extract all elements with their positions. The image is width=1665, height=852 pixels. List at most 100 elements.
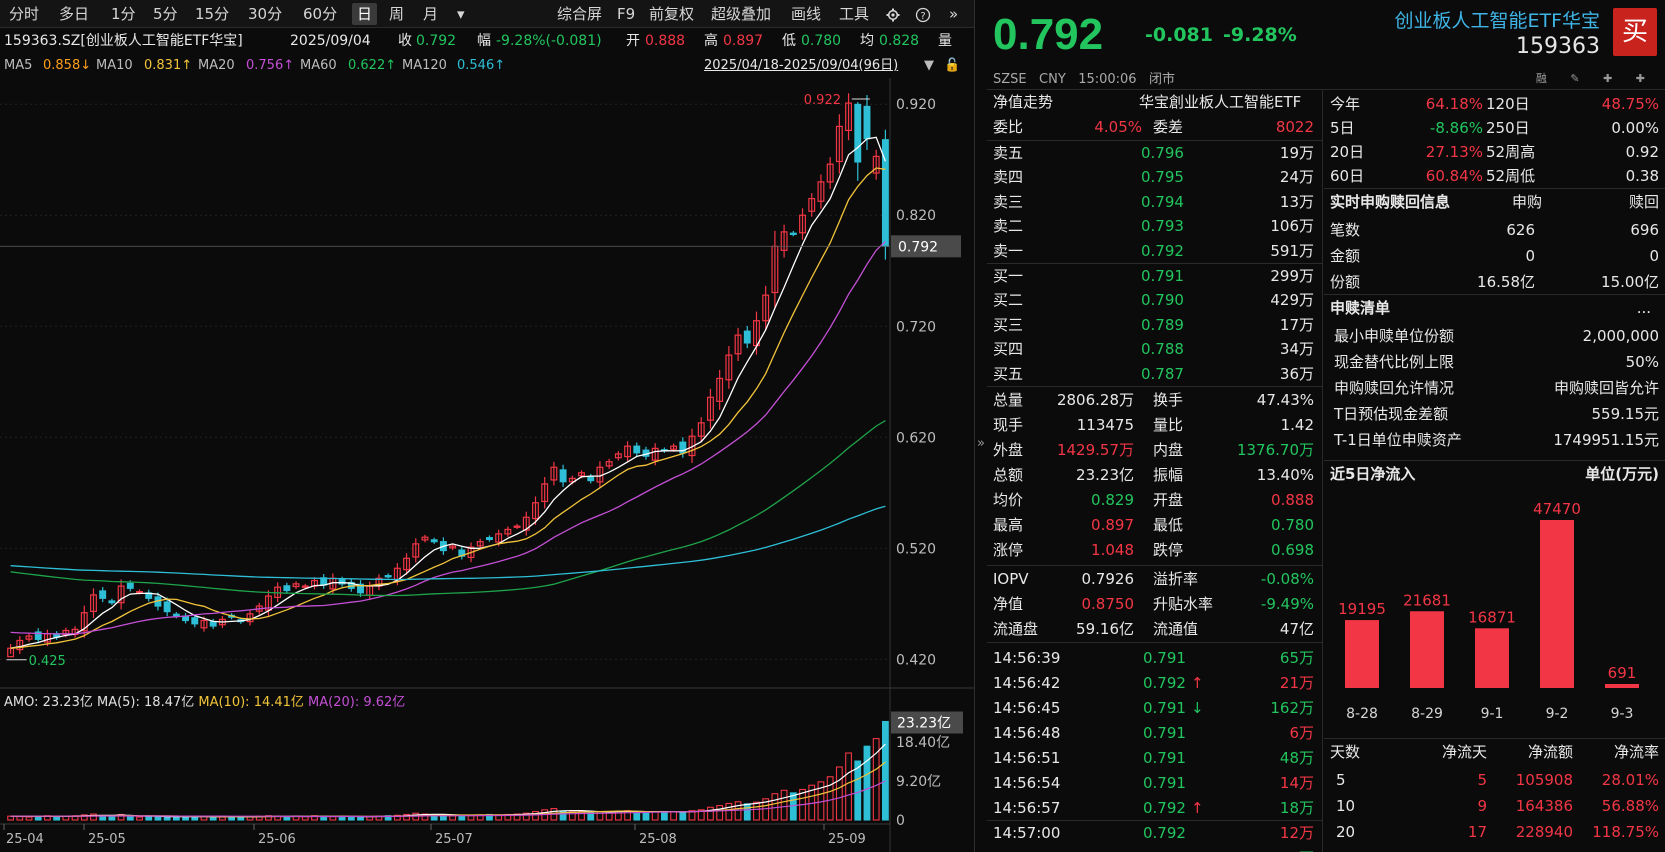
period-dropdown-icon[interactable]: ▾	[457, 5, 465, 23]
separator-line	[987, 140, 1323, 141]
close-label: 收	[398, 33, 412, 49]
candle-body	[495, 533, 503, 543]
range-dropdown-icon[interactable]: ▼	[924, 58, 934, 73]
low-label: 低	[782, 33, 796, 49]
tick-time: 14:56:39	[993, 649, 1061, 667]
volume-tick-label: 18.40亿	[896, 735, 950, 751]
date-tick-label: 25-09	[828, 832, 866, 847]
tick-time: 14:56:48	[993, 724, 1061, 742]
more-icon[interactable]: »	[949, 5, 959, 23]
stat-label: 外盘	[993, 441, 1024, 459]
tick-row: 14:56:57 0.792 ↑ 18万	[987, 796, 1322, 821]
period-tab-5min[interactable]: 5分	[153, 5, 178, 23]
subscribe-row-label: 金额	[1330, 247, 1361, 265]
perf-value: 0.92	[1625, 143, 1659, 161]
period-tab-60min[interactable]: 60分	[303, 5, 338, 23]
perf-value: 0.00%	[1611, 119, 1659, 137]
buy-button[interactable]: 买	[1613, 8, 1657, 56]
gear-icon[interactable]	[880, 3, 906, 25]
stat-value: 1.048	[1091, 541, 1134, 559]
candle-body	[845, 102, 853, 132]
ask-price[interactable]: 0.793	[1141, 217, 1184, 236]
list-head-row: 申赎清单...	[1324, 296, 1665, 321]
period-tab-fenshi[interactable]: 分时	[9, 5, 40, 23]
tool-draw-line[interactable]: 画线	[791, 5, 822, 23]
stat-row: 总量 2806.28万 换手 47.43%	[987, 388, 1322, 413]
ask-price[interactable]: 0.794	[1141, 192, 1184, 211]
volume-bar	[384, 815, 392, 821]
list-more-icon[interactable]: ...	[1636, 299, 1651, 317]
candle-body	[504, 528, 512, 535]
kline-chart[interactable]: 0.920 0.820 0.720 0.620 0.520 0.420 0.792 0.922…	[0, 78, 975, 852]
tool-f9[interactable]: F9	[617, 5, 636, 23]
tick-price: 0.791	[1143, 749, 1186, 767]
candle-body	[449, 545, 457, 549]
candle-body	[624, 445, 632, 458]
period-tab-30min[interactable]: 30分	[248, 5, 283, 23]
ma20-line	[10, 241, 886, 635]
tool-forward-adjust[interactable]: 前复权	[649, 5, 695, 23]
candle-body	[384, 575, 392, 578]
bid-row: 买五 0.787 36万	[987, 362, 1322, 387]
bid-level: 买四	[993, 340, 1024, 359]
date-tick-label: 25-08	[639, 832, 677, 847]
flow-head-row: 近5日净流入 单位(万元)	[1324, 462, 1665, 487]
current-price-tag	[891, 235, 961, 258]
tick-volume: 162万	[1270, 699, 1314, 717]
open-value: 0.888	[645, 33, 686, 49]
bid-price[interactable]: 0.790	[1141, 291, 1184, 310]
lock-icon[interactable]: 🔓	[944, 58, 961, 73]
tool-super-overlay[interactable]: 超级叠加	[711, 5, 772, 23]
volume-bar	[90, 813, 97, 821]
flow-date-label: 9-2	[1546, 706, 1569, 722]
subscribe-title: 实时申购赎回信息	[1330, 193, 1451, 211]
header-tool-icons[interactable]: 融 ✎ ✚ ✚	[1535, 72, 1655, 85]
candle-body	[605, 461, 613, 467]
tick-row: 14:57:00 0.792 12万	[987, 821, 1322, 846]
security-code-name: 159363.SZ[创业板人工智能ETF华宝]	[4, 33, 243, 49]
tick-price: 0.791	[1143, 724, 1186, 742]
ask-price[interactable]: 0.796	[1141, 144, 1184, 162]
tool-composite-screen[interactable]: 综合屏	[557, 5, 603, 23]
bid-price[interactable]: 0.788	[1141, 340, 1184, 359]
low-marker-label: 0.425	[29, 654, 66, 669]
nav-trend-label[interactable]: 净值走势	[993, 93, 1054, 111]
ask-price[interactable]: 0.795	[1141, 168, 1184, 187]
candle-body	[163, 601, 171, 613]
help-icon[interactable]: ?	[910, 3, 936, 25]
bid-price[interactable]: 0.791	[1141, 267, 1184, 285]
bid-price[interactable]: 0.787	[1141, 364, 1184, 383]
bid-price[interactable]: 0.789	[1141, 315, 1184, 334]
low-value: 0.780	[801, 33, 842, 49]
candle-body	[108, 600, 116, 604]
candle-body	[697, 422, 705, 437]
tool-tools[interactable]: 工具	[839, 5, 870, 23]
tick-row: 14:56:48 0.791 6万	[987, 721, 1322, 746]
flow-table-header: 天数	[1330, 743, 1361, 761]
bid-level: 买二	[993, 291, 1024, 310]
volume-current-label: 23.23亿	[897, 716, 951, 732]
period-tab-month[interactable]: 月	[423, 5, 439, 23]
period-tab-week[interactable]: 周	[389, 5, 405, 23]
candle-body	[16, 639, 24, 651]
volume-bar	[725, 802, 733, 821]
candle-body	[430, 539, 438, 543]
separator-line	[987, 565, 1323, 566]
expand-panel-icon[interactable]: »	[977, 436, 985, 451]
volume-legend: AMO: 23.23亿 MA(5): 18.47亿 MA(10): 14.41亿…	[4, 695, 405, 710]
period-tab-1min[interactable]: 1分	[111, 5, 136, 23]
candle-body	[734, 334, 742, 355]
volume-bar	[154, 816, 162, 821]
perf-label: 今年	[1330, 95, 1361, 113]
flow-table-header: 净流额	[1527, 743, 1573, 761]
period-tab-15min[interactable]: 15分	[195, 5, 230, 23]
flow-amount: 164386	[1515, 797, 1573, 815]
ask-price[interactable]: 0.792	[1141, 241, 1184, 260]
stat-label: 涨停	[993, 541, 1024, 559]
period-tab-multiday[interactable]: 多日	[59, 5, 90, 23]
period-tab-day[interactable]: 日	[352, 3, 378, 25]
date-range-selector[interactable]: 2025/04/18-2025/09/04(96日)	[704, 58, 899, 73]
stat-label: 最低	[1153, 516, 1184, 534]
quote-time: 15:00:06	[1078, 72, 1137, 87]
bid-row: 买三 0.789 17万	[987, 313, 1322, 338]
